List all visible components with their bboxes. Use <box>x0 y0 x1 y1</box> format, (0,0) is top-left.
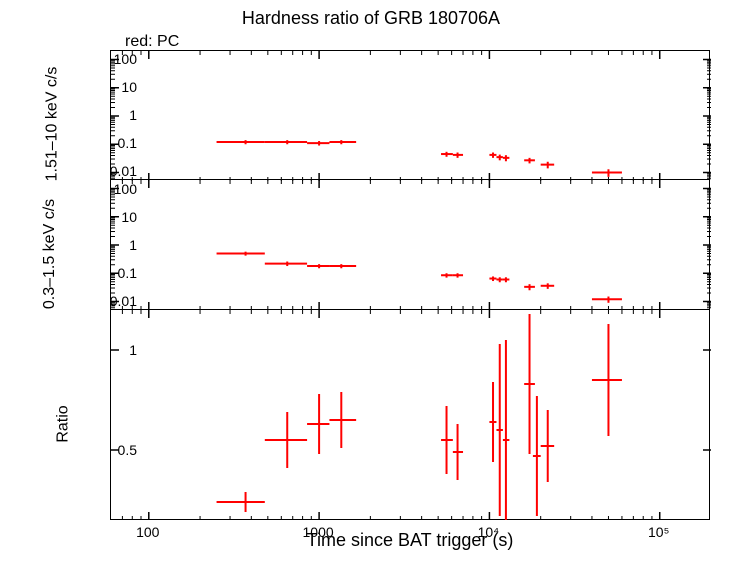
ytick-label: 0.1 <box>87 265 137 281</box>
ylabel-panel-1: 1.51–10 keV c/s <box>43 67 61 182</box>
ytick-label: 100 <box>87 51 137 67</box>
panel-hard-band <box>110 50 710 180</box>
chart-title: Hardness ratio of GRB 180706A <box>0 8 742 29</box>
ytick-label: 10 <box>87 209 137 225</box>
ytick-label: 0.01 <box>87 293 137 309</box>
panel-1-svg <box>111 51 711 181</box>
ytick-label: 0.01 <box>87 163 137 179</box>
ytick-label: 10 <box>87 79 137 95</box>
ytick-label: 1 <box>87 342 137 358</box>
xlabel: Time since BAT trigger (s) <box>110 530 710 551</box>
ytick-label: 1 <box>87 237 137 253</box>
ylabel-panel-2: 0.3–1.5 keV c/s <box>41 199 59 309</box>
xtick-label: 100 <box>136 524 159 540</box>
xtick-label: 10⁴ <box>478 524 500 540</box>
ytick-label: 0.5 <box>87 442 137 458</box>
legend-label: red: PC <box>125 33 179 51</box>
ytick-label: 0.1 <box>87 135 137 151</box>
ytick-label: 100 <box>87 181 137 197</box>
xtick-label: 10⁵ <box>648 524 669 540</box>
ytick-label: 1 <box>87 107 137 123</box>
ylabel-panel-3: Ratio <box>55 405 73 442</box>
panel-3-svg <box>111 310 711 520</box>
plot-area <box>110 50 710 520</box>
panel-2-svg <box>111 180 711 310</box>
panel-soft-band <box>110 180 710 310</box>
xtick-label: 1000 <box>303 524 334 540</box>
panel-ratio <box>110 310 710 520</box>
